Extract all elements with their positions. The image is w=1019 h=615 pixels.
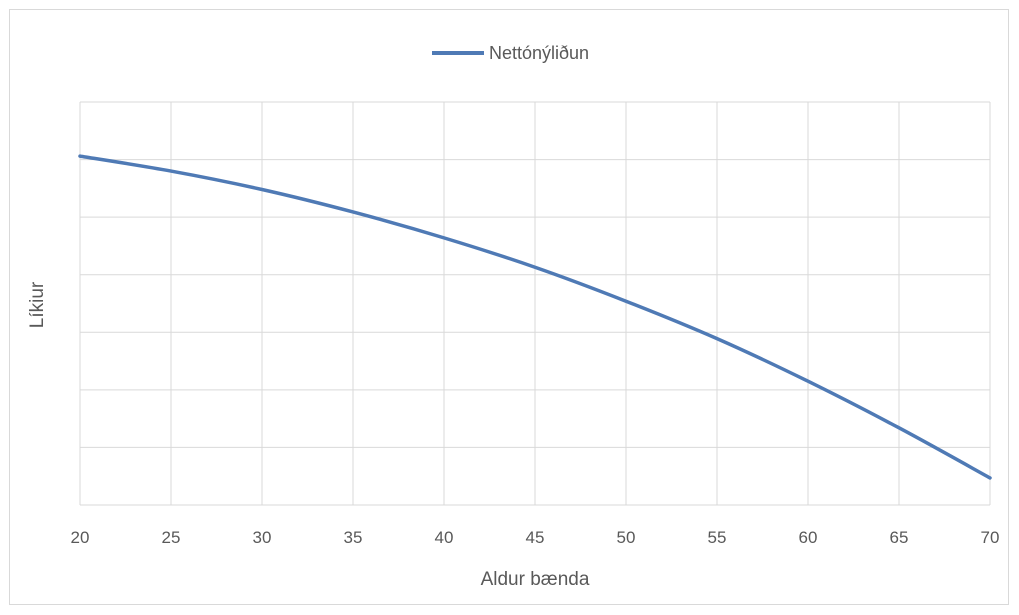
x-tick-label: 25 [162, 528, 181, 547]
x-axis-title: Aldur bænda [481, 569, 590, 590]
x-tick-label: 70 [981, 528, 1000, 547]
x-tick-label: 20 [71, 528, 90, 547]
x-tick-label: 30 [253, 528, 272, 547]
gridlines [79, 101, 991, 506]
series-line [78, 154, 992, 480]
x-tick-label: 60 [799, 528, 818, 547]
series-lines [78, 154, 992, 480]
x-tick-label: 55 [708, 528, 727, 547]
chart-frame [9, 9, 1009, 605]
x-tick-label: 65 [890, 528, 909, 547]
x-tick-label: 45 [526, 528, 545, 547]
x-tick-label: 35 [344, 528, 363, 547]
x-tick-label: 50 [617, 528, 636, 547]
legend-label: Nettónýliðun [489, 43, 589, 63]
y-axis-title: Líkiur [27, 281, 48, 328]
x-tick-label: 40 [435, 528, 454, 547]
x-tick-labels: 20 25 30 35 40 45 50 55 60 65 70 [71, 528, 1000, 547]
legend: Nettónýliðun [432, 43, 589, 63]
